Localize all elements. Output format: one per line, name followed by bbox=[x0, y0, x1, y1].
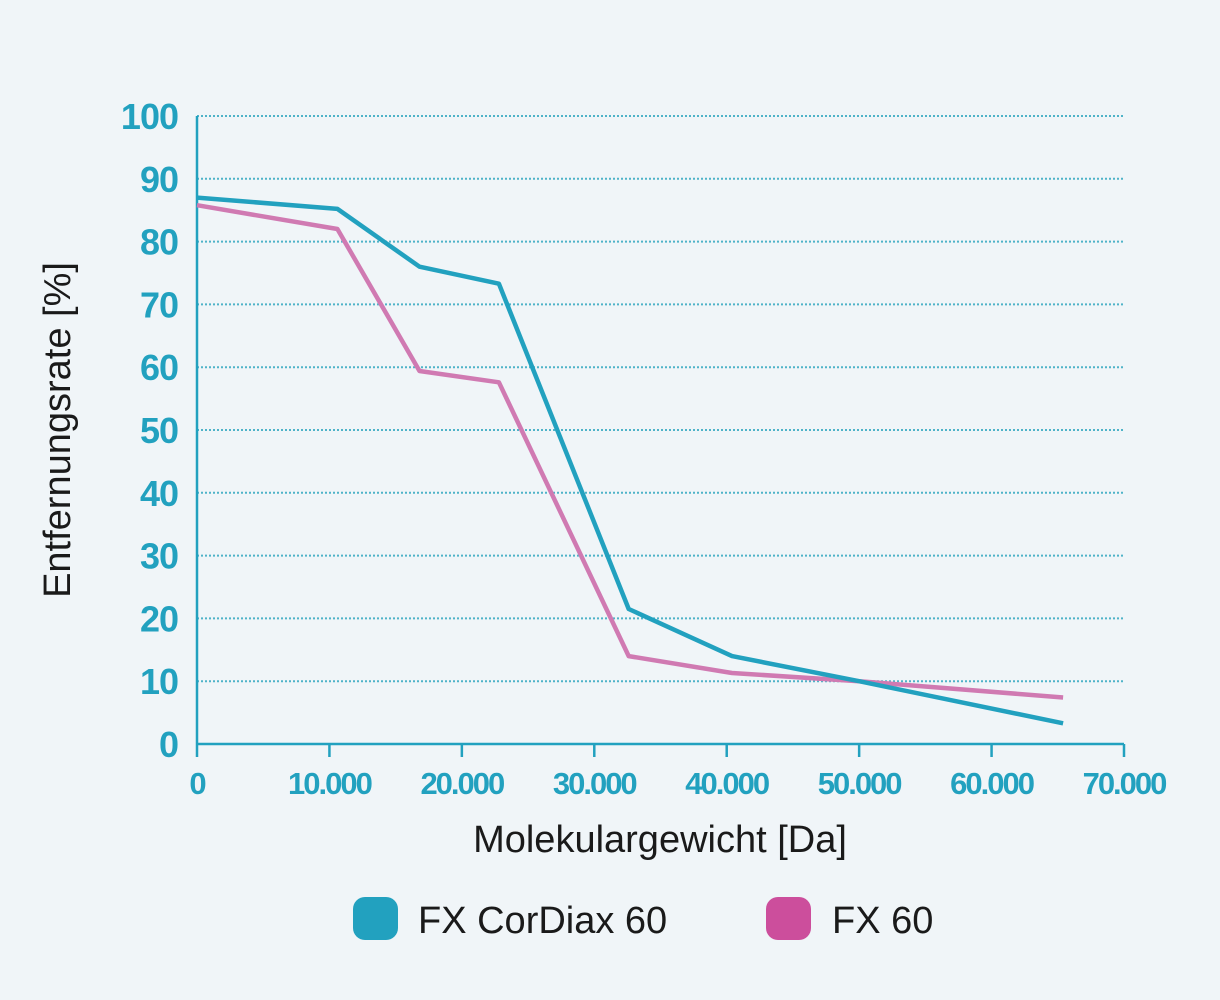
y-tick-label: 40 bbox=[140, 473, 178, 514]
x-tick-label: 50.000 bbox=[818, 766, 902, 801]
legend: FX CorDiax 60 FX 60 bbox=[353, 897, 933, 942]
y-tick-label: 90 bbox=[140, 159, 178, 200]
series-line-fx-cordiax-60 bbox=[196, 195, 1064, 726]
x-tick-label: 30.000 bbox=[553, 766, 637, 801]
legend-label-fx-cordiax-60: FX CorDiax 60 bbox=[418, 900, 667, 942]
x-axis-label: Molekulargewicht [Da] bbox=[473, 819, 847, 861]
y-tick-label: 50 bbox=[140, 410, 178, 451]
x-tick-label: 0 bbox=[189, 766, 205, 801]
y-tick-label: 70 bbox=[140, 284, 178, 325]
x-tick-label: 20.000 bbox=[420, 766, 504, 801]
y-tick-label: 0 bbox=[159, 724, 178, 765]
x-tick-label: 10.000 bbox=[288, 766, 372, 801]
y-tick-labels: 0 10 20 30 40 50 60 70 80 90 100 bbox=[121, 96, 179, 765]
x-tick-label: 60.000 bbox=[950, 766, 1034, 801]
series-lines bbox=[196, 195, 1064, 726]
y-tick-label: 20 bbox=[140, 598, 178, 639]
y-tick-label: 100 bbox=[121, 96, 178, 137]
y-tick-label: 30 bbox=[140, 536, 178, 577]
x-tick-label: 70.000 bbox=[1083, 766, 1167, 801]
legend-swatch-fx-cordiax-60 bbox=[353, 897, 398, 940]
x-tick-labels: 0 10.000 20.000 30.000 40.000 50.000 60.000 70.… bbox=[189, 766, 1168, 801]
legend-swatch-fx-60 bbox=[766, 897, 811, 940]
gridlines bbox=[197, 115, 1124, 683]
y-tick-label: 60 bbox=[140, 347, 178, 388]
y-tick-label: 10 bbox=[140, 661, 178, 702]
x-tick-label: 40.000 bbox=[685, 766, 769, 801]
legend-label-fx-60: FX 60 bbox=[832, 900, 933, 942]
y-tick-label: 80 bbox=[140, 222, 178, 263]
y-axis-label: Entfernungsrate [%] bbox=[37, 262, 79, 598]
axes bbox=[195, 116, 1126, 757]
series-line-fx-60 bbox=[196, 202, 1064, 700]
